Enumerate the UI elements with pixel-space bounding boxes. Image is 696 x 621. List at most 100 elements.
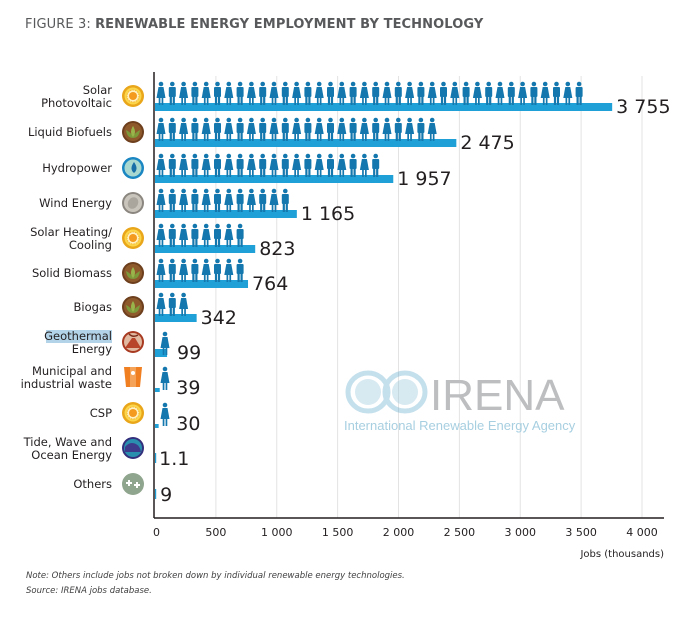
- person-body: [224, 229, 234, 240]
- person-leg: [172, 273, 175, 282]
- person-leg: [260, 168, 263, 177]
- person-head: [373, 81, 379, 87]
- person-male-icon: [349, 81, 357, 105]
- person-body: [224, 264, 234, 275]
- person-body: [191, 159, 199, 169]
- person-male-icon: [462, 81, 470, 105]
- person-body: [394, 87, 402, 97]
- person-leg: [440, 96, 444, 105]
- person-head: [203, 81, 209, 87]
- x-tick-label: 500: [205, 526, 226, 539]
- person-male-icon: [281, 153, 289, 177]
- person-leg: [217, 238, 221, 247]
- person-body: [179, 264, 189, 275]
- person-head: [362, 153, 367, 159]
- person-male-icon: [349, 117, 357, 141]
- person-leg: [158, 98, 161, 105]
- person-female-icon: [314, 81, 324, 105]
- person-leg: [195, 168, 198, 177]
- person-leg: [327, 96, 331, 105]
- person-leg: [263, 132, 266, 141]
- person-leg: [184, 240, 186, 247]
- icon-wind-swirl: [127, 197, 139, 209]
- person-leg: [500, 98, 503, 105]
- person-head: [162, 366, 168, 372]
- person-leg: [305, 96, 308, 105]
- person-leg: [192, 273, 195, 282]
- person-leg: [206, 240, 209, 247]
- person-female-icon: [337, 153, 347, 177]
- person-head: [215, 153, 220, 159]
- person-leg: [398, 96, 401, 105]
- person-head: [170, 81, 175, 87]
- person-leg: [161, 134, 164, 141]
- person-leg: [217, 273, 221, 282]
- person-head: [170, 153, 175, 159]
- person-female-icon: [156, 188, 166, 212]
- person-head: [486, 81, 492, 87]
- person-leg: [184, 309, 186, 316]
- person-body: [168, 298, 176, 308]
- person-leg: [387, 98, 390, 105]
- person-leg: [429, 98, 432, 105]
- person-leg: [237, 238, 240, 247]
- person-body: [427, 87, 437, 98]
- person-leg: [263, 168, 266, 177]
- person-leg: [282, 96, 285, 105]
- person-leg: [206, 205, 209, 212]
- person-leg: [229, 275, 232, 282]
- person-leg: [308, 168, 311, 177]
- person-leg: [206, 134, 209, 141]
- person-male-icon: [440, 81, 447, 105]
- volcano-icon: [122, 331, 144, 353]
- chart-row: CSP 30: [90, 402, 200, 435]
- person-female-icon: [337, 117, 347, 141]
- value-label: 30: [176, 413, 200, 435]
- person-leg: [327, 132, 331, 141]
- person-body: [191, 123, 199, 133]
- person-body: [337, 159, 347, 170]
- person-male-icon: [281, 188, 289, 212]
- person-head: [181, 117, 186, 123]
- icon-leaf: [126, 130, 140, 138]
- person-head: [192, 188, 198, 194]
- person-leg: [373, 168, 376, 177]
- bar: [155, 349, 168, 357]
- person-leg: [181, 170, 183, 177]
- person-leg: [531, 96, 534, 105]
- person-leg: [387, 134, 390, 141]
- person-body: [214, 87, 221, 97]
- person-leg: [523, 98, 525, 105]
- person-leg: [432, 98, 435, 105]
- person-body: [304, 123, 312, 133]
- category-label: Solid Biomass: [32, 266, 112, 280]
- person-leg: [342, 170, 345, 177]
- person-leg: [195, 238, 198, 247]
- person-leg: [362, 170, 364, 177]
- person-male-icon: [575, 81, 583, 105]
- person-head: [350, 81, 356, 87]
- category-label: Wind Energy: [39, 196, 112, 210]
- person-leg: [297, 134, 299, 141]
- watermark-subtitle: International Renewable Energy Agency: [344, 418, 576, 433]
- person-leg: [463, 96, 466, 105]
- person-body: [359, 123, 369, 134]
- person-leg: [172, 203, 175, 212]
- person-leg: [486, 96, 489, 105]
- person-leg: [181, 240, 183, 247]
- person-female-icon: [201, 223, 211, 247]
- person-leg: [376, 132, 379, 141]
- x-tick-label: 3 500: [565, 526, 597, 539]
- water-drop-icon: [122, 157, 144, 179]
- person-head: [181, 188, 186, 194]
- person-head: [226, 188, 232, 194]
- person-leg: [252, 134, 254, 141]
- person-body: [450, 87, 460, 98]
- person-leg: [282, 132, 285, 141]
- person-leg: [214, 203, 218, 212]
- person-body: [417, 123, 425, 133]
- person-body: [236, 123, 244, 133]
- person-head: [215, 117, 220, 123]
- person-male-icon: [168, 117, 176, 141]
